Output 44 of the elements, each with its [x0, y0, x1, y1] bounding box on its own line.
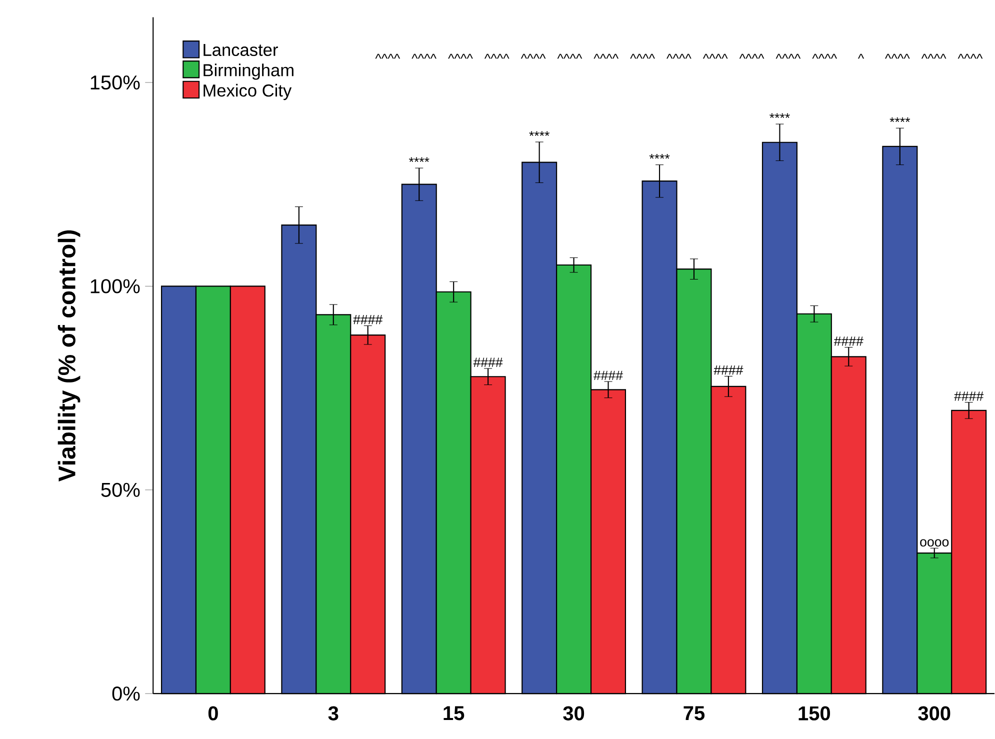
x-tick-label: 30 [563, 706, 584, 721]
y-tick-label: 0% [112, 686, 140, 701]
data-label: #### [834, 336, 864, 346]
data-label: #### [473, 358, 503, 367]
y-axis-title: Viability (% of control) [58, 230, 80, 482]
x-tick-label: 75 [684, 706, 705, 720]
annotation: ^^^^ [921, 54, 946, 59]
annotation: ^^^^ [520, 54, 546, 59]
y-tick-label: 50% [101, 482, 140, 498]
annotation: ^^^^ [776, 54, 801, 59]
annotation: ^^^^ [884, 54, 910, 59]
x-tick-label: 3 [328, 706, 338, 721]
annotation: ^^^^ [812, 54, 838, 59]
annotation: ^^^^ [557, 54, 582, 59]
x-tick-label: 0 [208, 706, 218, 720]
data-label: #### [954, 392, 984, 401]
legend-label: Mexico City [204, 84, 292, 100]
data-label: **** [529, 131, 550, 136]
annotation: ^^^^ [375, 54, 400, 59]
y-tick-label: 100% [90, 279, 140, 294]
x-tick-label: 15 [444, 706, 464, 720]
annotation: ^^^^ [484, 54, 510, 59]
annotation: ^^^^ [666, 54, 692, 59]
data-label: **** [770, 113, 790, 118]
x-tick-label: 150 [798, 706, 830, 720]
data-label: **** [408, 157, 430, 162]
data-label: #### [594, 370, 623, 380]
data-label: #### [714, 366, 744, 375]
annotation: ^^^^ [594, 54, 619, 59]
legend-label: Birmingham [204, 64, 294, 80]
y-tick-label: 150% [90, 75, 140, 90]
annotation: ^^^^ [739, 54, 764, 59]
annotation: ^^^^ [448, 54, 473, 59]
annotation: ^^^^ [412, 54, 436, 59]
data-label: oooo [920, 539, 949, 547]
data-label: **** [649, 154, 670, 159]
annotation: ^^^^ [958, 54, 983, 59]
x-tick-label: 300 [918, 706, 950, 721]
legend-label: Lancaster [204, 44, 278, 56]
annotation: ^^^^ [630, 54, 655, 59]
annotation: ^ [858, 54, 864, 59]
data-label: **** [890, 117, 910, 122]
data-label: #### [353, 315, 383, 324]
annotation: ^^^^ [702, 54, 728, 59]
